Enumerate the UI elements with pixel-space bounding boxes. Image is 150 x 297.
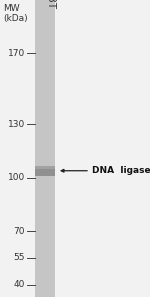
Text: 170: 170 <box>8 49 25 58</box>
Bar <box>35 166 55 176</box>
Text: 100: 100 <box>8 173 25 182</box>
Text: 40: 40 <box>14 280 25 289</box>
Text: 293T: 293T <box>45 0 55 10</box>
Bar <box>35 166 55 169</box>
Bar <box>35 0 55 297</box>
Text: 130: 130 <box>8 120 25 129</box>
Text: MW
(kDa): MW (kDa) <box>3 4 28 23</box>
Text: 55: 55 <box>14 253 25 262</box>
Text: DNA  ligase III: DNA ligase III <box>92 166 150 175</box>
Text: 70: 70 <box>14 227 25 236</box>
